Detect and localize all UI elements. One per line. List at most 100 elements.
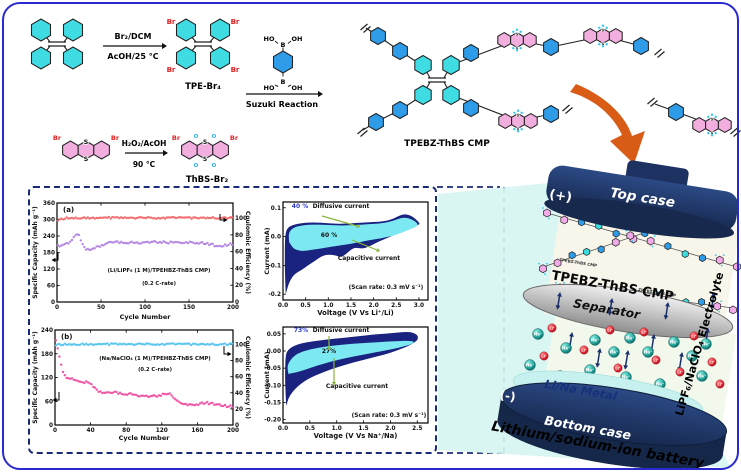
svg-text:S: S [84, 138, 89, 146]
cmp-small-label: TPEBZ-ThBS CMP [638, 287, 676, 298]
reagent2-top-label: H₂O₂/AcOH [122, 139, 167, 148]
svg-text:Li⁺: Li⁺ [581, 348, 587, 352]
svg-text:Li⁺: Li⁺ [607, 328, 613, 332]
svg-text:Capacitive current: Capacitive current [338, 255, 400, 262]
svg-text:-0.05: -0.05 [264, 366, 281, 372]
svg-text:(Na/NaClO₄ (1 M)/TPEHBZ-ThBS C: (Na/NaClO₄ (1 M)/TPEHBZ-ThBS CMP) [99, 356, 211, 362]
svg-text:Na⁺: Na⁺ [698, 374, 706, 379]
svg-text:S: S [711, 118, 714, 122]
svg-text:S: S [84, 155, 89, 163]
li-ion-icon: Li⁺ [639, 327, 649, 337]
svg-text:60: 60 [47, 284, 55, 290]
svg-text:120: 120 [156, 428, 168, 434]
svg-text:240: 240 [43, 234, 55, 240]
svg-text:73%: 73% [294, 327, 308, 334]
svg-text:Current (mA): Current (mA) [263, 227, 271, 274]
svg-text:300: 300 [43, 218, 55, 224]
svg-text:60: 60 [235, 375, 243, 381]
top-case [544, 160, 739, 239]
svg-text:Diffusive current: Diffusive current [313, 327, 370, 334]
ho-label: HO [264, 35, 275, 43]
svg-text:20: 20 [235, 407, 243, 413]
product1-label: TPE-Br₄ [185, 82, 221, 92]
b-label: B [281, 78, 286, 86]
cmp-structure: S S S S S S S S [357, 23, 741, 137]
tpe-molecule [30, 18, 84, 70]
svg-text:1.5: 1.5 [358, 426, 368, 432]
svg-text:160: 160 [191, 428, 203, 434]
svg-text:0: 0 [49, 423, 53, 429]
svg-text:180: 180 [41, 352, 53, 358]
na-ion-icon: Na⁺ [642, 346, 654, 358]
svg-text:O: O [194, 134, 199, 140]
svg-text:-0.10: -0.10 [264, 383, 281, 389]
svg-text:(Li/LiPF₆ (1 M)/TPEHBZ-ThBS CM: (Li/LiPF₆ (1 M)/TPEHBZ-ThBS CMP) [107, 268, 210, 274]
svg-text:1.5: 1.5 [346, 303, 356, 309]
svg-text:Voltage (V Vs Na⁺/Na): Voltage (V Vs Na⁺/Na) [314, 432, 398, 440]
svg-text:(0.2 C-rate): (0.2 C-rate) [142, 281, 176, 287]
svg-text:0.0: 0.0 [278, 303, 288, 309]
chart-cycling-na: 0 40 80 120 160 200060120180240020406080100Cy… [32, 328, 251, 442]
svg-text:Na⁺: Na⁺ [688, 354, 696, 359]
tpe-br4-molecule: Br Br Br Br [167, 18, 240, 74]
svg-text:Li⁺: Li⁺ [691, 334, 697, 338]
svg-text:Br: Br [231, 66, 240, 74]
svg-text:S: S [517, 127, 520, 131]
reaction-arrow-1 [103, 42, 167, 50]
svg-text:Na⁺: Na⁺ [591, 338, 599, 343]
svg-text:Br: Br [172, 134, 181, 142]
svg-text:Coulombic Efficiency (%): Coulombic Efficiency (%) [244, 211, 251, 294]
li-ion-icon: Li⁺ [613, 363, 623, 373]
svg-text:Voltage (V Vs Li⁺/Li): Voltage (V Vs Li⁺/Li) [317, 309, 393, 317]
svg-text:80: 80 [235, 359, 243, 365]
svg-text:1.0: 1.0 [332, 426, 342, 432]
svg-text:1.0: 1.0 [323, 303, 333, 309]
svg-text:-0.20: -0.20 [264, 418, 281, 424]
battery-schematic: TPEBZ-ThBS CMP TPEBZ-ThBS CMP TPEBZ-ThBS… [438, 160, 741, 472]
svg-text:Li⁺: Li⁺ [653, 358, 659, 362]
svg-text:S: S [711, 131, 714, 135]
svg-text:Current (mA): Current (mA) [263, 351, 271, 398]
li-ion-icon: Li⁺ [605, 325, 615, 335]
cmp-small-label: TPEBZ-ThBS CMP [559, 257, 597, 268]
svg-text:2.0: 2.0 [368, 303, 378, 309]
svg-text:S: S [602, 42, 605, 46]
svg-text:O: O [212, 134, 217, 140]
svg-text:240: 240 [41, 328, 53, 334]
svg-text:-0.1: -0.1 [268, 263, 281, 269]
svg-text:(b): (b) [61, 333, 72, 341]
svg-text:100: 100 [139, 305, 151, 311]
svg-text:Na⁺: Na⁺ [670, 340, 678, 345]
li-ion-icon: Li⁺ [651, 355, 661, 365]
svg-text:S: S [602, 29, 605, 33]
na-ion-icon: Na⁺ [532, 328, 544, 340]
svg-text:Cycle Number: Cycle Number [120, 313, 172, 321]
svg-text:Li⁺: Li⁺ [541, 354, 547, 358]
svg-text:Diffusive current: Diffusive current [313, 203, 370, 210]
na-ion-icon: Na⁺ [686, 350, 698, 362]
svg-text:0.5: 0.5 [305, 426, 315, 432]
svg-text:S: S [203, 156, 207, 163]
svg-text:-0.2: -0.2 [268, 292, 281, 298]
svg-text:2.5: 2.5 [391, 303, 401, 309]
svg-text:50: 50 [97, 305, 105, 311]
svg-text:Na⁺: Na⁺ [644, 350, 652, 355]
svg-text:Li⁺: Li⁺ [717, 382, 723, 386]
li-ion-icon: Li⁺ [547, 323, 557, 333]
svg-text:0.0: 0.0 [278, 426, 288, 432]
svg-text:(a): (a) [63, 206, 74, 214]
svg-text:0.1: 0.1 [271, 206, 281, 212]
svg-text:Specific Capacity (mAh g⁻¹): Specific Capacity (mAh g⁻¹) [32, 331, 39, 424]
product2-label: ThBS-Br₂ [186, 175, 229, 185]
chart-cycling-li: 0 50 100 150 2000601201802403003600204060801… [32, 201, 251, 321]
svg-text:Li⁺: Li⁺ [709, 360, 715, 364]
na-ion-icon: Na⁺ [589, 334, 601, 346]
svg-text:100: 100 [235, 216, 247, 222]
li-ion-icon: Li⁺ [675, 367, 685, 377]
svg-text:0: 0 [51, 300, 55, 306]
svg-text:Na⁺: Na⁺ [622, 375, 630, 380]
svg-text:0: 0 [55, 305, 59, 311]
svg-text:-0.15: -0.15 [264, 400, 281, 406]
